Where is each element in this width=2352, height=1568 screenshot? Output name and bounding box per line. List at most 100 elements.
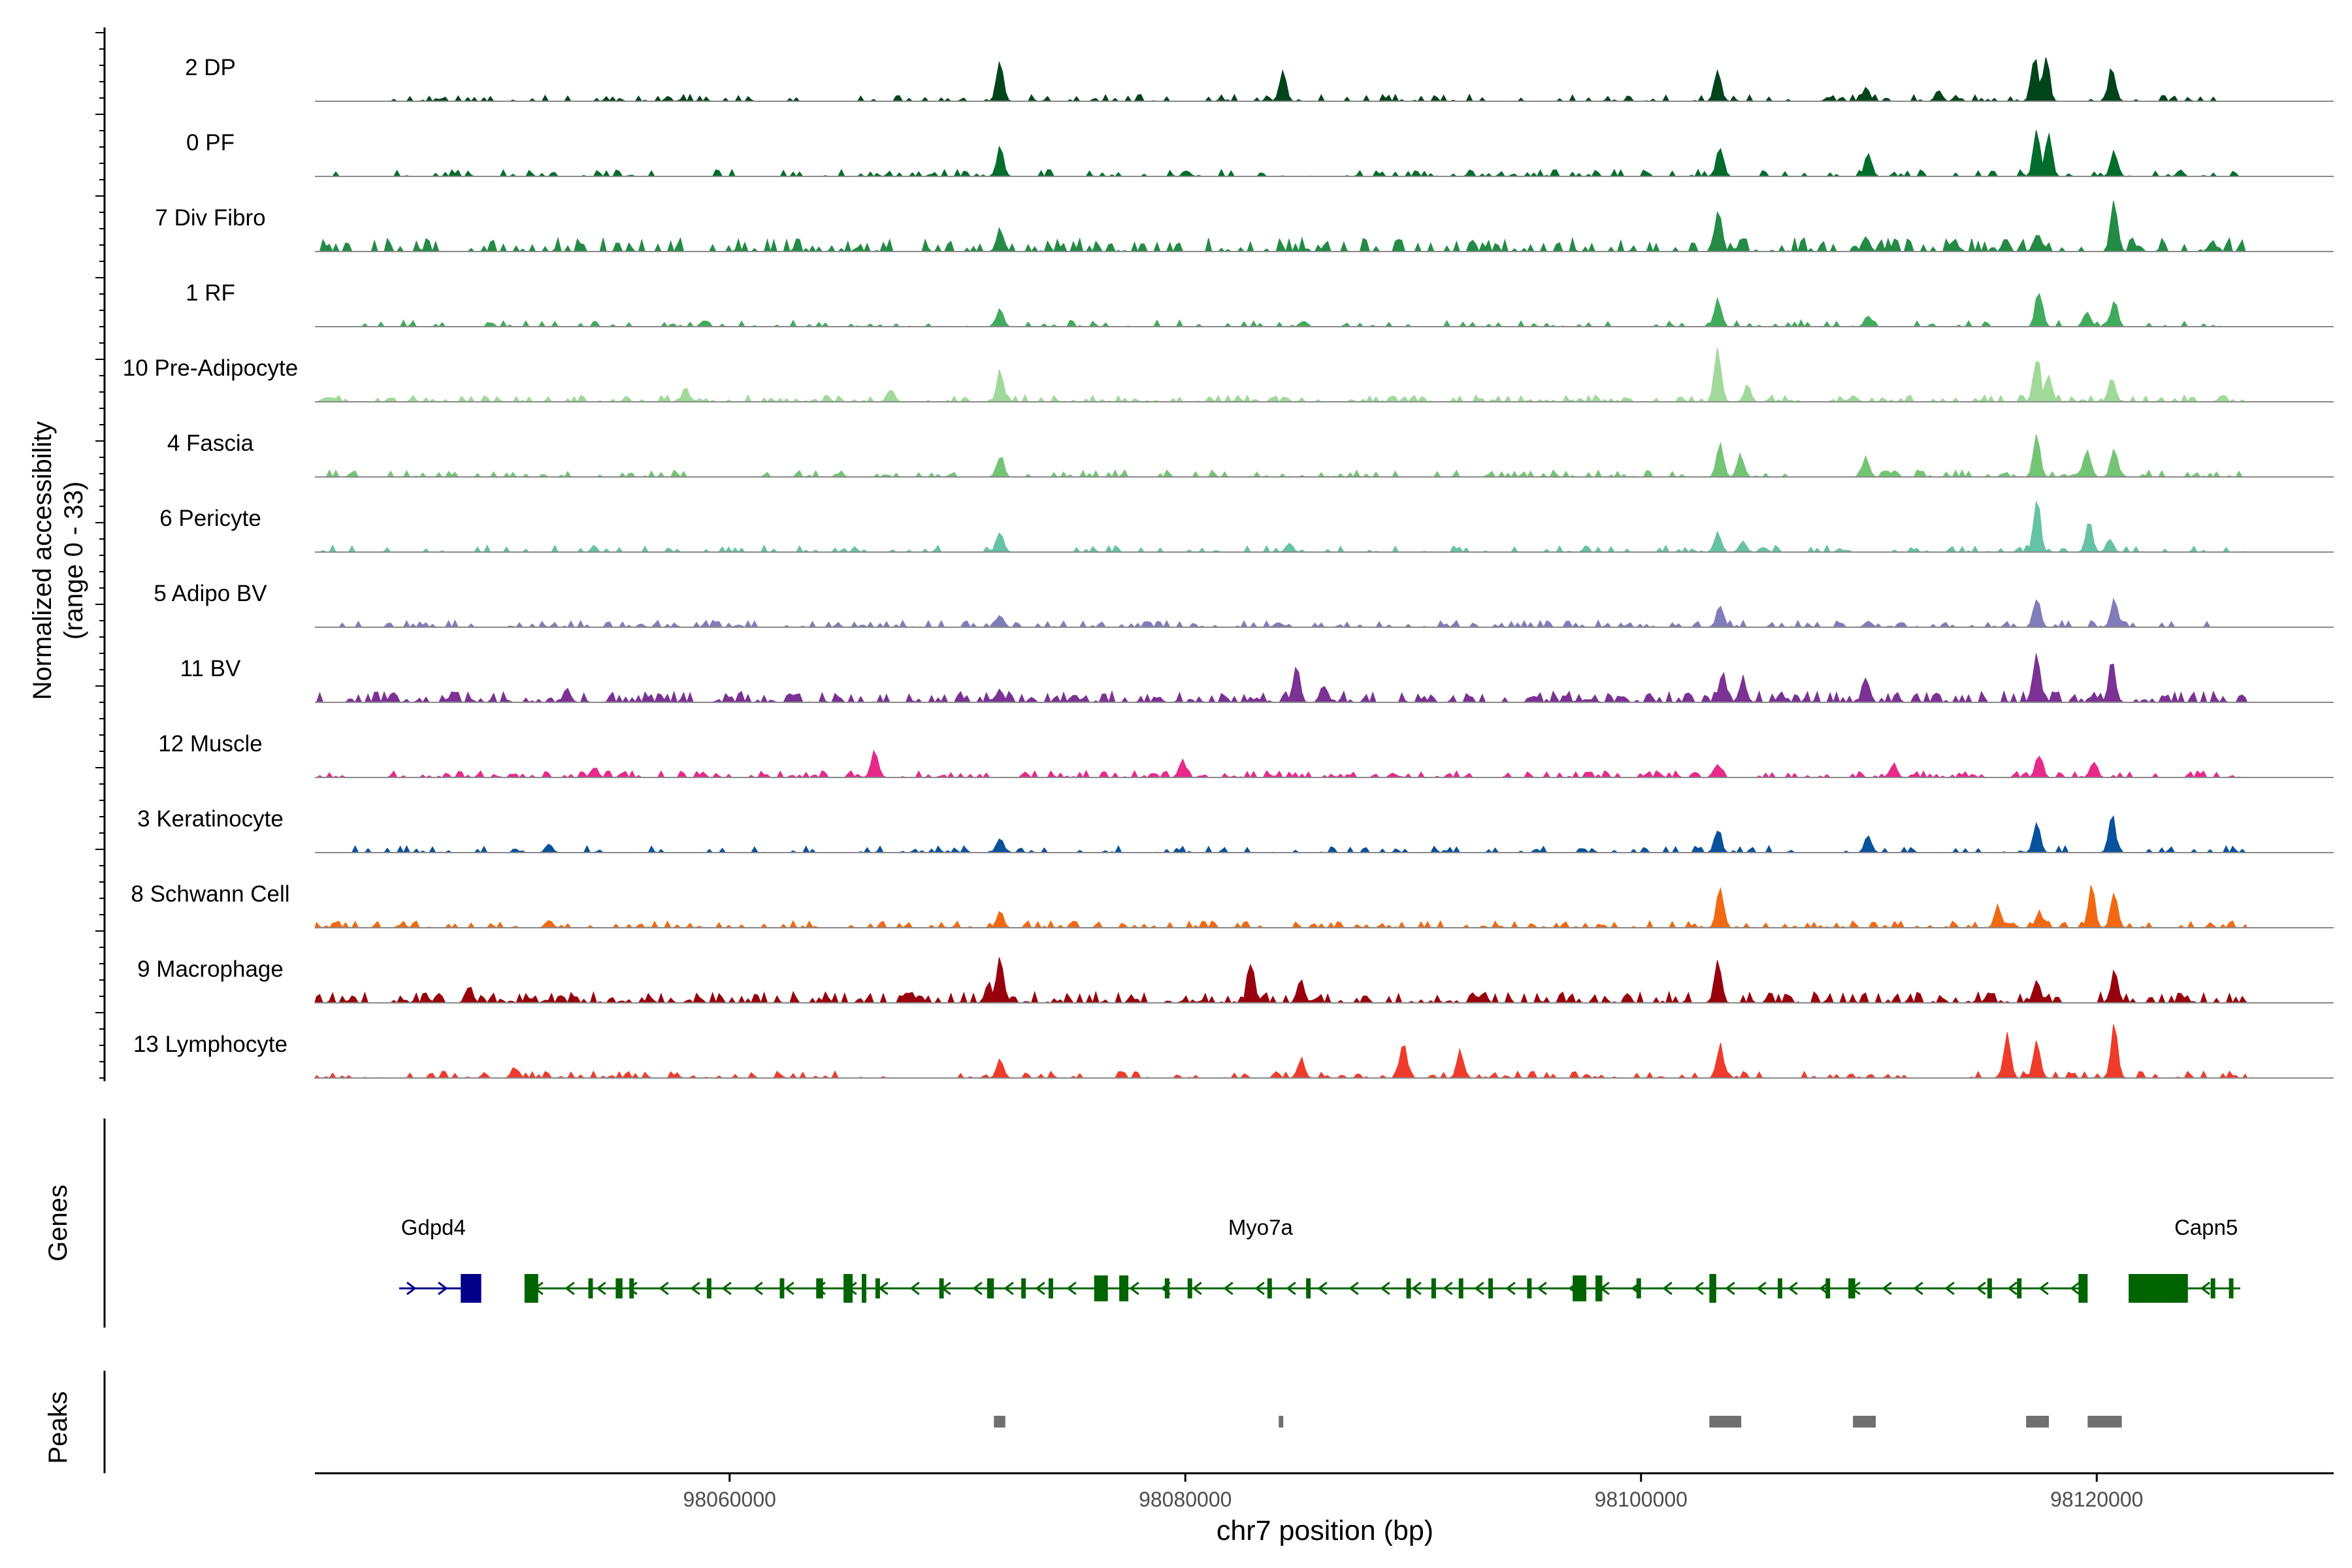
x-axis: 98060000 98080000 98100000 98120000 [315, 1472, 2334, 1511]
gene-exon [1848, 1278, 1855, 1299]
track-area-9 [315, 749, 2247, 779]
gene-label-Myo7a: Myo7a [1228, 1215, 1294, 1239]
gene-exon [706, 1278, 711, 1299]
gene-strand-arrow [1443, 1281, 1453, 1296]
gene-strand-arrow [564, 1281, 575, 1296]
gene-exon [1825, 1278, 1831, 1299]
gene-exon [1164, 1278, 1169, 1299]
gene-strand-arrow [1380, 1281, 1390, 1296]
genes-panel: Gdpd4 Myo7a Capn5 [103, 1119, 2241, 1328]
gene-exon [939, 1278, 944, 1299]
track-label: 4 Fascia [167, 431, 254, 456]
gene-strand-arrow [1348, 1281, 1359, 1296]
gene-exon [1458, 1278, 1463, 1299]
gene-strand-arrow [1411, 1281, 1422, 1296]
gene-strand-arrow [1788, 1281, 1798, 1296]
gene-strand-arrow [1286, 1281, 1296, 1296]
track-label: 6 Pericyte [159, 506, 261, 531]
gene-strand-arrow [1913, 1281, 1923, 1296]
gene-strand-arrow [1944, 1281, 1955, 1296]
gene-strand-arrow [2200, 1281, 2211, 1296]
gene-strand-arrow [721, 1281, 732, 1296]
peaks-panel [103, 1371, 2122, 1473]
gene-strand-arrow [1192, 1281, 1202, 1296]
gene-exon [987, 1278, 994, 1299]
gene-strand-arrow [1756, 1281, 1767, 1296]
gene-exon [1431, 1278, 1436, 1299]
peak-region [1279, 1416, 1284, 1428]
gene-strand-arrow [596, 1281, 606, 1296]
gene-exon [1595, 1275, 1603, 1301]
gene-exon [875, 1278, 880, 1299]
y-axis-title-line2: (range 0 - 33) [59, 482, 88, 640]
track-area-6 [315, 500, 2247, 553]
gene-exon [629, 1278, 634, 1299]
gene-strand-arrow [753, 1281, 763, 1296]
gene-strand-arrow [1035, 1281, 1045, 1296]
track-area-1 [315, 130, 2247, 178]
gene-exon [2229, 1278, 2234, 1299]
gene-label-Capn5: Capn5 [2174, 1215, 2238, 1239]
peaks-panel-title: Peaks [44, 1391, 73, 1463]
gene-exon [1987, 1278, 1992, 1299]
gene-exon [1778, 1278, 1783, 1299]
gene-exon [816, 1278, 823, 1299]
track-label: 2 DP [185, 55, 236, 80]
track-area-12 [314, 957, 2248, 1004]
gene-strand-arrow [1976, 1281, 1986, 1296]
x-tick-label: 98100000 [1595, 1488, 1688, 1511]
gene-exon [1636, 1278, 1641, 1299]
track-label: 12 Muscle [158, 731, 263, 757]
peak-region [1709, 1416, 1742, 1428]
gene-exon [2129, 1274, 2188, 1303]
peak-region [2026, 1416, 2050, 1428]
track-area-8 [315, 653, 2248, 704]
gene-exon [1119, 1275, 1129, 1301]
track-area-3 [315, 293, 2247, 328]
tracks-panel: 2 DP 0 PF 7 Div Fibro 1 RF 10 Pre-Adipocyte 4… [95, 27, 2334, 1081]
track-label: 0 PF [186, 130, 235, 155]
peak-region [1853, 1416, 1876, 1428]
gene-exon [1267, 1278, 1272, 1299]
gene-exon [1709, 1274, 1716, 1303]
gene-strand-arrow [1223, 1281, 1233, 1296]
gene-strand-arrow [972, 1281, 983, 1296]
gene-strand-arrow [1317, 1281, 1328, 1296]
gene-strand-arrow [784, 1281, 794, 1296]
track-label: 8 Schwann Cell [131, 881, 289, 907]
gene-strand-arrow [406, 1281, 417, 1296]
gene-strand-arrow [1693, 1281, 1704, 1296]
track-area-0 [315, 57, 2247, 103]
gene-exon [2078, 1274, 2088, 1303]
track-area-2 [315, 201, 2247, 253]
track-label: 10 Pre-Adipocyte [123, 355, 298, 381]
gene-exon [1187, 1278, 1192, 1299]
gene-strand-arrow [1537, 1281, 1547, 1296]
x-tick-label: 98080000 [1139, 1488, 1232, 1511]
track-label: 11 BV [180, 656, 241, 681]
gene-exon [1306, 1278, 1311, 1299]
gene-strand-arrow [1882, 1281, 1892, 1296]
gene-strand-arrow [1129, 1281, 1139, 1296]
gene-exon [1573, 1275, 1587, 1301]
gene-exon [862, 1274, 866, 1303]
gene-exon [1527, 1278, 1532, 1299]
gene-strand-arrow [1725, 1281, 1735, 1296]
gene-strand-arrow [2070, 1281, 2080, 1296]
gene-strand-arrow [1505, 1281, 1516, 1296]
gene-exon [843, 1274, 853, 1303]
peak-region [2087, 1416, 2122, 1428]
x-tick-label: 98120000 [2050, 1488, 2143, 1511]
gene-strand-arrow [690, 1281, 700, 1296]
gene-strand-arrow [909, 1281, 920, 1296]
gene-strand-arrow [1662, 1281, 1673, 1296]
track-area-11 [314, 885, 2248, 929]
gene-exon [1094, 1275, 1108, 1301]
gene-strand-arrow [1004, 1281, 1014, 1296]
track-label: 13 Lymphocyte [133, 1032, 287, 1057]
track-label: 7 Div Fibro [155, 205, 265, 231]
gene-strand-arrow [627, 1281, 638, 1296]
gene-label-Gdpd4: Gdpd4 [401, 1215, 466, 1239]
track-area-10 [315, 815, 2247, 854]
gene-exon [1488, 1278, 1494, 1299]
